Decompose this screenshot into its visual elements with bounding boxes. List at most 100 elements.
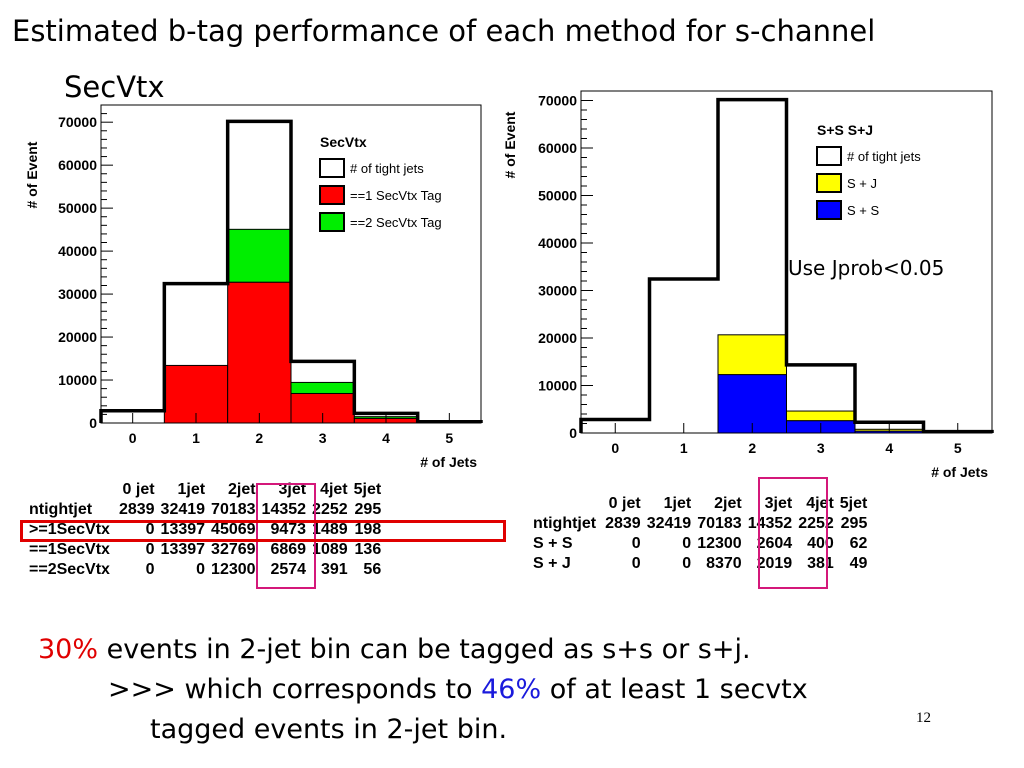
table-row: ==2SecVtx 0 0 12300 2574 391 56 xyxy=(26,560,384,580)
row-label: ntightjet xyxy=(533,515,597,532)
x-tick-label: 0 xyxy=(129,430,137,446)
y-tick-label: 50000 xyxy=(538,188,577,204)
table-cell: 32419 xyxy=(646,515,692,532)
table-cell: 49 xyxy=(849,555,868,572)
y-tick-label: 60000 xyxy=(538,140,577,156)
legend-label: S + S xyxy=(847,203,879,218)
column-header: 2jet xyxy=(227,481,256,498)
column-header: 2jet xyxy=(714,495,742,512)
table-cell: 13397 xyxy=(160,541,206,558)
table-cell: 14352 xyxy=(261,501,307,518)
table-cell: 62 xyxy=(849,535,868,552)
table-cell: 2019 xyxy=(756,555,793,572)
x-tick-label: 1 xyxy=(680,440,688,456)
table-cell: 198 xyxy=(354,521,382,538)
column-header: 1jet xyxy=(663,495,692,512)
table-cell: 1489 xyxy=(312,521,348,538)
y-tick-label: 20000 xyxy=(58,329,97,345)
bar-==1 SecVtx Tag xyxy=(227,281,292,424)
row-label: ==1SecVtx xyxy=(29,541,110,558)
legend-label: S + J xyxy=(847,176,877,191)
pct-46: 46% xyxy=(481,674,542,705)
x-tick-label: 3 xyxy=(319,430,327,446)
table-cell: 12300 xyxy=(211,561,256,578)
x-axis-title: # of Jets xyxy=(420,454,477,470)
conclusion-line-1: 30% events in 2-jet bin can be tagged as… xyxy=(38,634,751,665)
x-tick-label: 4 xyxy=(885,440,893,456)
x-tick-label: 2 xyxy=(255,430,263,446)
column-header: 0 jet xyxy=(608,495,641,512)
y-tick-label: 20000 xyxy=(538,330,577,346)
column-header: 1jet xyxy=(177,481,206,498)
table-cell: 0 xyxy=(682,535,692,552)
y-tick-label: 30000 xyxy=(538,283,577,299)
legend-swatch xyxy=(319,212,345,232)
table-cell: 12300 xyxy=(697,535,742,552)
bar-==2 SecVtx Tag xyxy=(227,228,292,283)
legend-swatch xyxy=(816,146,842,166)
row-label: S + J xyxy=(533,555,571,572)
column-header: 5jet xyxy=(839,495,868,512)
column-header: 4jet xyxy=(320,481,348,498)
y-tick-label: 70000 xyxy=(58,114,97,130)
table-cell: 2252 xyxy=(312,501,348,518)
table-cell: 13397 xyxy=(160,521,206,538)
table-row: ntightjet 2839 32419 70183 14352 2252 295 xyxy=(26,500,384,520)
table-cell: 32769 xyxy=(211,541,256,558)
conclusion-line-2-pre: >>> which corresponds to xyxy=(108,674,482,705)
conclusion-line-2-post: of at least 1 secvtx xyxy=(541,674,808,705)
table-header-row: 0 jet 1jet 2jet 3jet 4jet 5jet xyxy=(530,494,870,514)
table-cell: 8370 xyxy=(706,555,742,572)
table-cell: 0 xyxy=(631,535,641,552)
table-cell: 2574 xyxy=(270,561,307,578)
slide-title: Estimated b-tag performance of each meth… xyxy=(12,14,876,48)
table-row: ==1SecVtx 0 13397 32769 6869 1089 136 xyxy=(26,540,384,560)
table-cell: 1089 xyxy=(312,541,348,558)
column-header: 3jet xyxy=(278,481,307,498)
column-header: 3jet xyxy=(764,495,793,512)
legend-swatch xyxy=(319,185,345,205)
bar-S + J xyxy=(717,334,787,376)
table-cell: 136 xyxy=(354,541,382,558)
table-cell: 0 xyxy=(682,555,692,572)
secvtx-yield-table: 0 jet 1jet 2jet 3jet 4jet 5jet ntightjet 2839 32… xyxy=(26,480,384,580)
highlight-2jet-left xyxy=(256,483,316,589)
x-axis-title: # of Jets xyxy=(931,464,988,480)
legend-swatch xyxy=(816,173,842,193)
y-tick-label: 30000 xyxy=(58,286,97,302)
y-tick-label: 0 xyxy=(569,425,577,441)
page-number: 12 xyxy=(916,710,931,726)
pct-30: 30% xyxy=(38,634,99,665)
ss-sj-yield-table: 0 jet 1jet 2jet 3jet 4jet 5jet ntightjet 2839 32… xyxy=(530,494,870,574)
table-cell: 295 xyxy=(354,501,382,518)
legend-label: ==2 SecVtx Tag xyxy=(350,215,442,230)
column-header: 5jet xyxy=(353,481,382,498)
x-tick-label: 5 xyxy=(954,440,962,456)
column-header: 0 jet xyxy=(122,481,155,498)
legend-label: # of tight jets xyxy=(847,149,921,164)
table-cell: 2252 xyxy=(798,515,834,532)
corner-cell xyxy=(26,480,116,500)
table-row: S + S 0 0 12300 2604 400 62 xyxy=(530,534,870,554)
table-cell: 0 xyxy=(145,541,155,558)
table-cell: 56 xyxy=(363,561,382,578)
x-tick-label: 4 xyxy=(382,430,390,446)
table-cell: 70183 xyxy=(211,501,256,518)
y-tick-label: 40000 xyxy=(58,243,97,259)
conclusion-line-3: tagged events in 2-jet bin. xyxy=(150,714,508,745)
outline-# of tight jets xyxy=(99,119,483,424)
table-cell: 0 xyxy=(145,521,155,538)
y-tick-label: 40000 xyxy=(538,235,577,251)
y-axis-title: # of Event xyxy=(502,111,518,178)
table-cell: 9473 xyxy=(270,521,307,538)
table-cell: 2604 xyxy=(756,535,793,552)
row-label: ==2SecVtx xyxy=(29,561,110,578)
table-cell: 6869 xyxy=(270,541,307,558)
table-cell: 70183 xyxy=(697,515,742,532)
x-tick-label: 3 xyxy=(817,440,825,456)
x-tick-label: 2 xyxy=(748,440,756,456)
table-cell: 45069 xyxy=(211,521,256,538)
legend-swatch xyxy=(319,158,345,178)
legend-label: # of tight jets xyxy=(350,161,424,176)
x-tick-label: 0 xyxy=(611,440,619,456)
